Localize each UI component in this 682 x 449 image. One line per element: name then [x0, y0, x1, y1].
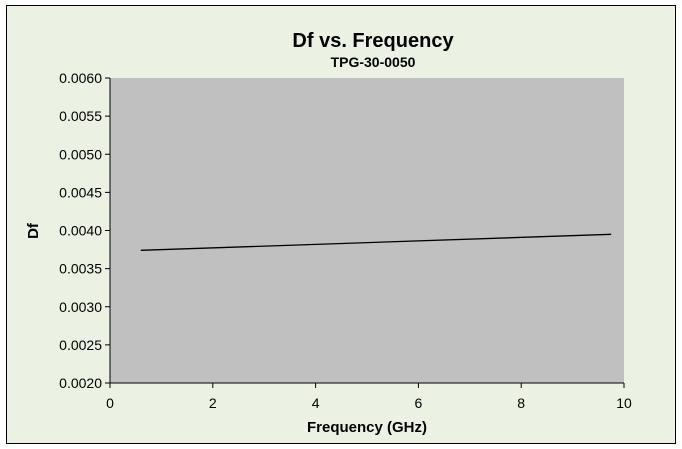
y-tick-label: 0.0045: [59, 184, 102, 200]
y-tick-label: 0.0020: [59, 375, 102, 391]
y-axis: 0.0020 0.0025 0.0030 0.0035 0.0040 0.0045 0.00…: [59, 70, 111, 391]
plot-area: [110, 78, 624, 383]
chart-title: Df vs. Frequency: [292, 30, 454, 52]
x-tick-label: 10: [616, 395, 632, 411]
chart-subtitle: TPG-30-0050: [331, 54, 416, 70]
df-frequency-chart: Df vs. Frequency TPG-30-0050 0.00200.002…: [7, 6, 675, 443]
x-tick-label: 2: [209, 395, 217, 411]
chart-frame: Df vs. Frequency TPG-30-0050 0.0020 0.002…: [6, 5, 676, 444]
series-line: [140, 233, 612, 251]
y-tick-label: 0.0055: [59, 108, 102, 124]
x-tick-label: 8: [517, 395, 525, 411]
series-layer: [140, 233, 612, 251]
y-tick-label: 0.0060: [59, 70, 102, 86]
y-tick-label: 0.0050: [59, 146, 102, 162]
y-tick-label: 0.0040: [59, 223, 102, 239]
y-tick-label: 0.0025: [59, 337, 102, 353]
x-tick-label: 4: [312, 395, 320, 411]
x-axis: 0 2 4 6 8 10: [106, 382, 632, 411]
x-tick-label: 6: [415, 395, 423, 411]
x-tick-label: 0: [106, 395, 114, 411]
y-axis-title: Df: [25, 222, 42, 239]
x-axis-title: Frequency (GHz): [307, 419, 427, 436]
y-tick-label: 0.0030: [59, 299, 102, 315]
y-tick-label: 0.0035: [59, 261, 102, 277]
